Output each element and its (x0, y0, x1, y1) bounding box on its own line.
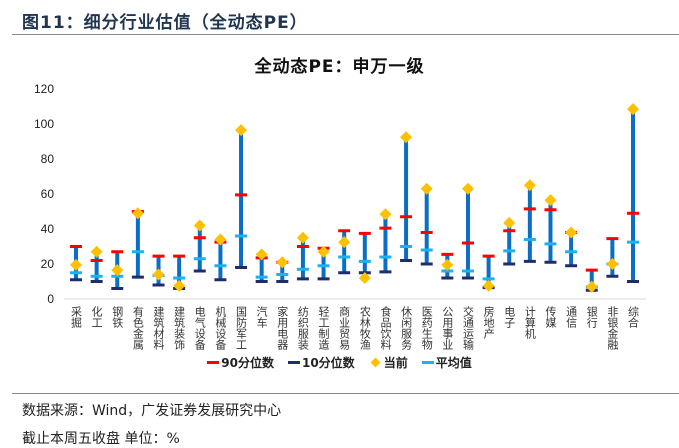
legend-label: 90分位数 (221, 356, 274, 370)
y-tick-label: 40 (41, 222, 55, 236)
x-category-label: 家用电器 (276, 305, 289, 351)
legend-item-mean: 平均值 (421, 354, 472, 371)
unit-note: 截止本周五收盘 单位：% (22, 431, 180, 447)
x-category-label: 计算机 (523, 306, 536, 339)
x-category-label: 电气设备 (193, 306, 206, 351)
x-category-label: 食品饮料 (379, 305, 392, 351)
x-category-label: 建筑材料 (152, 305, 165, 351)
current-point (420, 182, 433, 195)
x-category-label: 休闲服务 (400, 306, 413, 350)
legend-item-p90: 90分位数 (207, 354, 274, 371)
current-point (544, 194, 557, 207)
current-point (111, 264, 124, 277)
current-point (441, 258, 454, 271)
x-category-label: 国防军工 (235, 306, 248, 350)
current-point (379, 208, 392, 221)
header-divider (12, 34, 679, 35)
x-category-label: 纺织服装 (296, 305, 309, 351)
current-point (358, 272, 371, 284)
x-category-label: 传媒 (544, 306, 557, 329)
x-category-label: 银行 (585, 305, 598, 329)
x-category-label: 房地产 (482, 306, 495, 340)
x-category-label: 化工 (90, 305, 103, 328)
x-category-label: 综合 (627, 305, 640, 328)
current-point (482, 279, 495, 292)
footer-divider (12, 393, 679, 394)
x-category-label: 公用事业 (441, 306, 454, 350)
x-category-label: 采掘 (70, 306, 83, 329)
y-tick-label: 20 (41, 257, 55, 271)
x-category-label: 医药生物 (420, 306, 433, 350)
x-category-label: 建筑装饰 (173, 305, 186, 350)
y-tick-label: 120 (34, 82, 54, 96)
current-point (214, 233, 227, 246)
current-point (627, 103, 639, 116)
current-point (131, 207, 144, 220)
current-point (606, 258, 619, 270)
legend: 90分位数 10分位数 当前 平均值 (0, 354, 679, 371)
current-point (70, 258, 82, 271)
y-tick-label: 100 (34, 117, 54, 131)
legend-diamond-icon (370, 357, 381, 368)
x-category-label: 商业贸易 (338, 305, 351, 351)
figure-title: 图11：细分行业估值（全动态PE） (22, 13, 308, 33)
current-point (276, 256, 289, 269)
legend-swatch-red (207, 361, 220, 364)
x-category-label: 交通运输 (461, 305, 474, 351)
current-point (338, 236, 351, 249)
legend-swatch-navy (287, 361, 300, 364)
legend-label: 当前 (383, 356, 408, 370)
legend-label: 10分位数 (301, 356, 355, 370)
x-category-label: 钢铁 (111, 306, 124, 328)
y-tick-label: 0 (47, 292, 54, 306)
x-category-label: 非银金融 (606, 306, 619, 351)
current-point (193, 219, 206, 232)
current-point (317, 245, 330, 258)
x-category-label: 汽车 (255, 305, 268, 329)
chart-title: 全动态PE：申万一级 (254, 57, 425, 77)
x-category-label: 通信 (565, 306, 578, 329)
y-tick-label: 60 (41, 187, 55, 201)
current-point (523, 179, 536, 192)
current-point (90, 245, 103, 258)
x-category-label: 有色金属 (131, 305, 144, 351)
current-point (461, 182, 474, 195)
legend-item-current: 当前 (369, 354, 408, 371)
current-point (585, 280, 598, 293)
current-point (296, 231, 309, 244)
x-category-label: 农林牧渔 (358, 305, 371, 351)
x-category-label: 轻工制造 (317, 305, 330, 350)
source-note: 数据来源：Wind，广发证券发展研究中心 (22, 403, 282, 419)
current-point (235, 124, 248, 137)
current-point (173, 279, 186, 292)
current-point (565, 226, 578, 239)
legend-label: 平均值 (435, 356, 472, 370)
current-point (503, 216, 516, 229)
current-point (255, 248, 268, 261)
current-point (400, 131, 413, 144)
legend-swatch-cyan (421, 361, 434, 364)
x-category-label: 电子 (503, 306, 516, 328)
y-tick-label: 80 (41, 152, 55, 166)
legend-item-p10: 10分位数 (287, 354, 355, 371)
x-category-label: 机械设备 (214, 305, 227, 351)
current-point (152, 268, 165, 281)
